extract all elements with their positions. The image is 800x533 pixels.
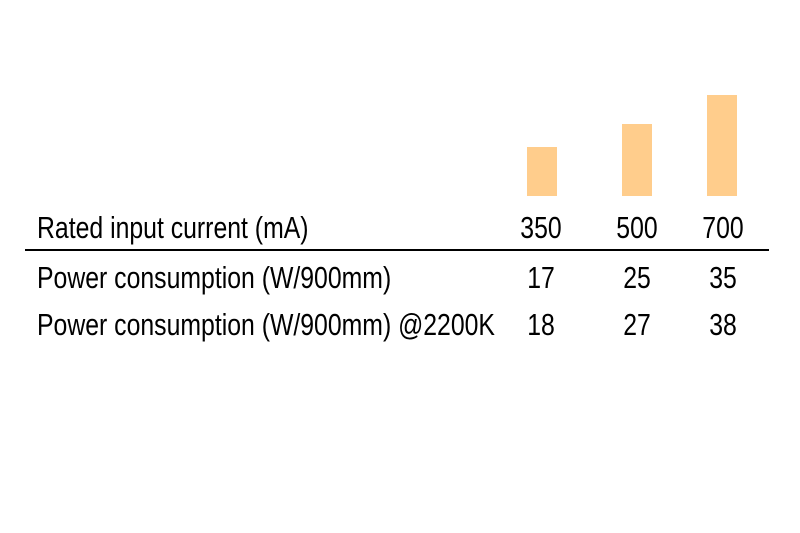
power-bar-chart	[0, 0, 800, 196]
cell-power2200k-500: 27	[623, 307, 651, 342]
row-label-power-consumption-2200k: Power consumption (W/900mm) @2200K	[37, 307, 495, 342]
row-label-power-consumption: Power consumption (W/900mm)	[37, 260, 392, 295]
table-row-power-consumption: Power consumption (W/900mm) 17 25 35	[0, 261, 800, 295]
bar-350mA	[527, 147, 557, 196]
cell-power2200k-350: 18	[527, 307, 555, 342]
header-label-rated-input-current: Rated input current (mA)	[37, 210, 309, 245]
column-header-700: 700	[702, 210, 744, 245]
cell-power-350: 17	[527, 260, 555, 295]
column-header-500: 500	[616, 210, 658, 245]
bar-700mA	[707, 95, 737, 196]
column-header-350: 350	[520, 210, 562, 245]
cell-power-500: 25	[623, 260, 651, 295]
bar-500mA	[622, 124, 652, 196]
header-divider-rule	[25, 249, 769, 251]
table-row-power-consumption-2200k: Power consumption (W/900mm) @2200K 18 27…	[0, 308, 800, 342]
cell-power-700: 35	[709, 260, 737, 295]
cell-power2200k-700: 38	[709, 307, 737, 342]
table-header-row: Rated input current (mA) 350 500 700	[0, 211, 800, 245]
